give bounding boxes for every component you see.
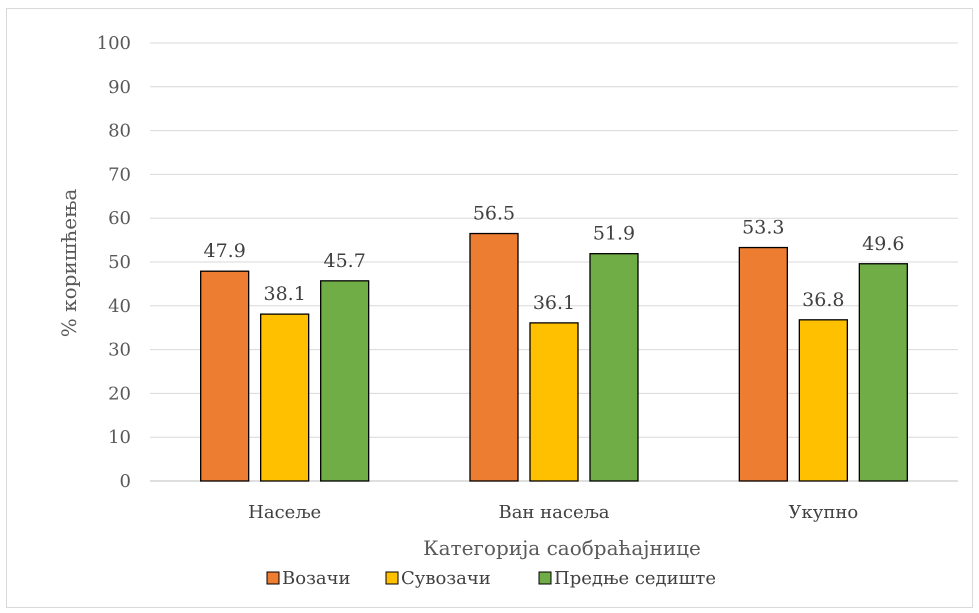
y-tick-label: 30 [108,340,131,361]
legend-label: Возачи [282,568,351,589]
legend-swatch [385,571,399,585]
data-label: 56.5 [473,203,515,225]
x-tick-labels: Насеље Ван насеља Укупно [248,502,858,523]
y-tick-label: 40 [108,296,131,317]
y-tick-label: 0 [120,471,131,492]
bar [200,270,250,482]
y-tick-label: 90 [108,77,131,98]
bar [260,313,310,482]
x-axis-title: Категорија саобраћајнице [423,536,701,560]
legend-swatch [538,571,552,585]
legend: Возачи Сувозачи Предње седиште [266,568,716,589]
data-label: 38.1 [264,283,306,305]
category-label: Укупно [788,502,858,523]
data-label: 49.6 [862,233,904,255]
bar [589,253,639,482]
category-label: Насеље [248,502,321,523]
y-tick-label: 100 [97,33,131,54]
y-tick-label: 60 [108,208,131,229]
data-label: 36.8 [802,289,844,311]
y-tick-labels: 0 10 20 30 40 50 60 70 80 90 100 [97,33,131,492]
y-tick-label: 70 [108,164,131,185]
bar [320,280,370,482]
data-label: 47.9 [204,240,246,262]
data-label: 51.9 [593,223,635,245]
y-tick-label: 50 [108,252,131,273]
bar [798,319,848,482]
legend-swatch [266,571,280,585]
category-label: Ван насеља [498,502,609,523]
bars [200,232,908,482]
bar [738,246,788,482]
y-tick-label: 80 [108,121,131,142]
bar [529,322,579,482]
y-tick-label: 20 [108,383,131,404]
legend-label: Предње седиште [554,568,716,589]
legend-label: Сувозачи [401,568,491,589]
bar [469,232,519,482]
y-tick-label: 10 [108,427,131,448]
data-labels: 47.9 38.1 45.7 56.5 36.1 51.9 53.3 36.8 49.6 [204,203,905,314]
bar [858,263,908,482]
data-label: 36.1 [533,292,575,314]
data-label: 45.7 [324,250,366,272]
y-axis-title: % коришћења [57,189,81,338]
data-label: 53.3 [742,217,784,239]
